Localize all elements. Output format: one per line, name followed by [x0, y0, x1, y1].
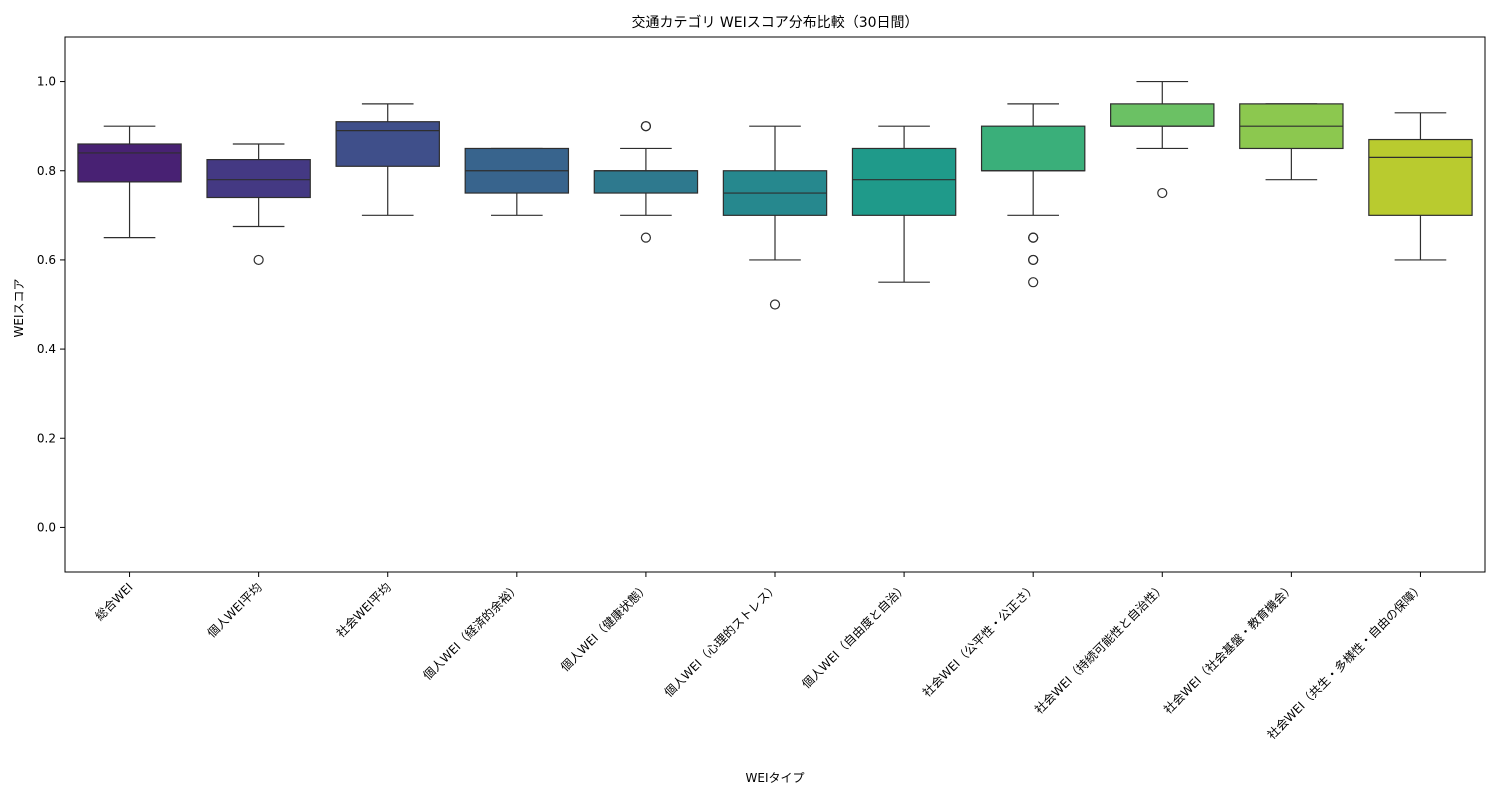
x-tick-label: 個人WEI（自由度と自治）: [798, 580, 910, 692]
box: [335, 121, 440, 167]
y-tick-label: 0.8: [37, 164, 56, 178]
outlier-point: [769, 299, 781, 310]
box: [593, 170, 699, 194]
box: [851, 147, 957, 216]
x-tick-label: 社会WEI（公平性・公正さ）: [919, 580, 1039, 700]
y-tick-label: 0.4: [37, 342, 56, 356]
outlier-point: [1028, 254, 1039, 266]
x-tick-label: 個人WEI（心理的ストレス）: [661, 580, 781, 700]
x-tick-label: 社会WEI（社会基盤・教育機会）: [1160, 580, 1297, 717]
y-axis-label: WEIスコア: [12, 279, 26, 338]
outlier-point: [640, 232, 652, 243]
outlier-point: [1028, 277, 1039, 288]
x-tick-label: 社会WEI（共生・多様性・自由の保障）: [1264, 580, 1427, 743]
box: [1368, 138, 1473, 216]
box: [206, 159, 311, 199]
x-axis-label: WEIタイプ: [746, 771, 805, 785]
outlier-point: [1028, 232, 1039, 243]
box: [1110, 103, 1215, 127]
outlier-point: [1157, 187, 1168, 199]
x-tick-label: 個人WEI（健康状態）: [557, 580, 652, 675]
x-tick-label: 個人WEI（経済的余裕）: [420, 580, 523, 683]
x-tick-label: 個人WEI平均: [205, 580, 265, 640]
y-tick-label: 0.0: [37, 520, 56, 534]
outlier-point: [253, 254, 264, 266]
x-tick-label: 総合WEI: [92, 580, 136, 624]
box: [77, 143, 182, 183]
x-tick-label: 社会WEI平均: [333, 580, 394, 641]
y-tick-label: 0.6: [37, 253, 56, 267]
y-tick-label: 1.0: [37, 75, 56, 89]
outlier-point: [640, 121, 652, 132]
y-tick-label: 0.2: [37, 431, 56, 445]
chart-title: 交通カテゴリ WEIスコア分布比較（30日間）: [631, 14, 918, 31]
x-tick-label: 社会WEI（持続可能性と自治性）: [1031, 580, 1168, 717]
box: [980, 125, 1086, 172]
